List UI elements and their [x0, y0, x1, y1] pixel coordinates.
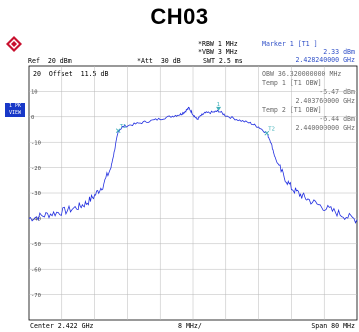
offset-text: 20 Offset 11.5 dB: [33, 70, 109, 78]
ref-level-text: Ref 20 dBm: [28, 57, 72, 65]
temp1-label: Temp 1 [T1 OBW]: [262, 79, 322, 87]
trace-view-badge: VIEW: [5, 110, 25, 117]
y-tick-label: -60: [31, 267, 41, 273]
rohde-schwarz-logo-icon: [6, 36, 22, 52]
y-tick-label: 0: [31, 115, 34, 121]
y-tick-label: 10: [31, 90, 38, 96]
temp2-label: Temp 2 [T1 OBW]: [262, 106, 322, 114]
temp-marker-cross: [115, 128, 121, 134]
y-tick-label: -10: [31, 140, 41, 146]
trace-mode-badge: 1 PK: [5, 103, 25, 110]
marker-title: Marker 1 [T1 ]: [262, 40, 318, 48]
temp1-frequency: 2.403760000 GHz: [295, 97, 355, 105]
temp2-level: -6.44 dBm: [319, 115, 355, 123]
span-per-division-label: 8 MHz/: [178, 322, 202, 330]
marker-frequency: 2.428240000 GHz: [295, 56, 355, 64]
y-tick-label: -30: [31, 191, 41, 197]
attenuation-text: *Att 30 dB: [137, 57, 181, 65]
marker-level: 2.33 dBm: [323, 48, 355, 56]
marker-label: T2: [268, 127, 275, 133]
marker-label: T1: [120, 124, 127, 130]
y-tick-label: -40: [31, 217, 41, 223]
obw-readout: OBW 36.320000000 MHz: [262, 70, 342, 78]
temp-marker-cross: [264, 130, 270, 136]
y-tick-label: -50: [31, 242, 41, 248]
rbw-text: *RBW 1 MHz: [198, 40, 238, 48]
marker-label: 1: [217, 102, 220, 108]
span-label: Span 80 MHz: [311, 322, 355, 330]
temp1-level: -5.47 dBm: [319, 88, 355, 96]
sweep-time-text: SWT 2.5 ms: [203, 57, 243, 65]
temp2-frequency: 2.440000000 GHz: [295, 124, 355, 132]
marker-1-triangle: [216, 106, 222, 111]
y-tick-label: -20: [31, 166, 41, 172]
y-tick-label: -70: [31, 293, 41, 299]
page-title: CH03: [150, 4, 209, 29]
vbw-text: *VBW 3 MHz: [198, 48, 238, 56]
center-frequency-label: Center 2.422 GHz: [30, 322, 94, 330]
spectrum-trace-line: [28, 106, 358, 224]
